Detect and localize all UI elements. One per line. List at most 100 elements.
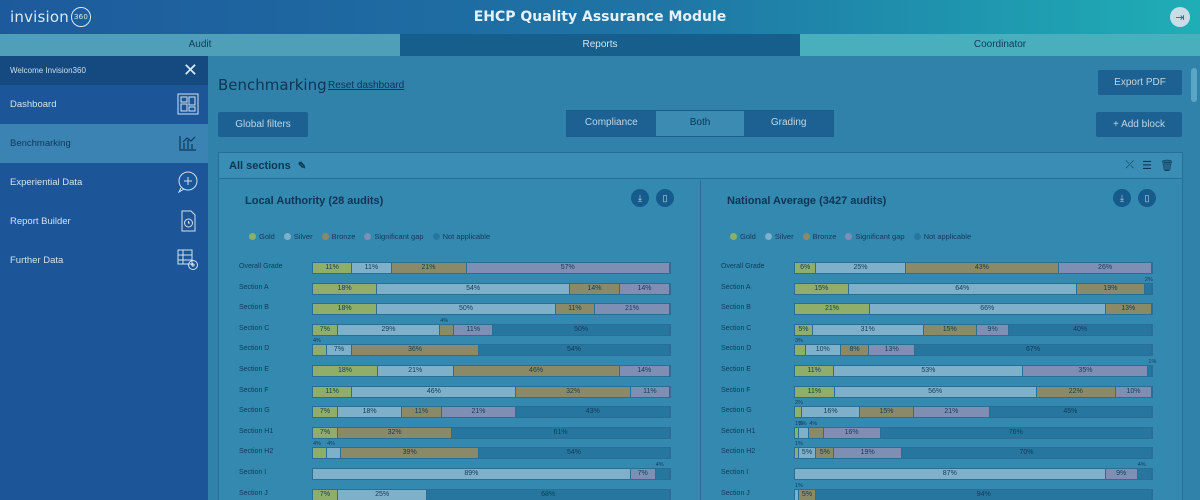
download-icon[interactable]: ⤓: [631, 189, 649, 207]
bar-segment-bronze[interactable]: 46%: [453, 366, 620, 376]
bar-segment-bronze[interactable]: 15%: [923, 324, 978, 335]
bar-segment-bronze[interactable]: 5%: [798, 489, 817, 500]
bar-segment-gold[interactable]: 18%: [313, 283, 378, 294]
sidebar-item-dashboard[interactable]: Dashboard: [0, 85, 208, 124]
bar-segment-gold[interactable]: 1%: [795, 441, 803, 459]
bar-segment-not-applicable[interactable]: 76%: [880, 427, 1152, 438]
bar-segment-not-applicable[interactable]: 67%: [915, 345, 1152, 356]
bar-segment-silver[interactable]: 16%: [802, 407, 860, 418]
bar-segment-gold[interactable]: 4%: [313, 338, 328, 356]
bar-segment-not-applicable[interactable]: 50%: [493, 324, 670, 335]
reset-dashboard-link[interactable]: Reset dashboard: [328, 80, 405, 91]
bar-segment-bronze[interactable]: 13%: [1105, 304, 1152, 315]
bar-segment-bronze[interactable]: 11%: [402, 407, 442, 418]
close-icon[interactable]: ✕: [182, 60, 198, 80]
logout-icon[interactable]: ⇥: [1170, 7, 1190, 27]
toggle-grading[interactable]: Grading: [744, 111, 834, 136]
bar-segment-significant-gap[interactable]: 7%: [630, 469, 656, 479]
bar-segment-not-applicable[interactable]: 94%: [816, 489, 1152, 500]
bar-segment-gold[interactable]: 11%: [795, 366, 835, 376]
bar-segment-gold[interactable]: 1%: [795, 421, 803, 438]
bar-segment-bronze[interactable]: 14%: [570, 283, 620, 294]
bar-segment-silver[interactable]: 1%: [795, 483, 803, 500]
bar-segment-not-applicable[interactable]: 1%: [1148, 359, 1156, 376]
bar-segment-significant-gap[interactable]: 14%: [619, 283, 670, 294]
collapse-icon[interactable]: ⤫: [1125, 159, 1135, 171]
bar-segment-silver[interactable]: 21%: [377, 366, 454, 376]
bar-segment-significant-gap[interactable]: 10%: [1115, 386, 1152, 397]
tab-audit[interactable]: Audit: [0, 34, 400, 56]
bar-segment-bronze[interactable]: 19%: [1077, 283, 1145, 294]
bar-segment-bronze[interactable]: 32%: [337, 427, 453, 438]
bar-segment-bronze[interactable]: 4%: [440, 318, 455, 335]
trash-icon[interactable]: 🗑: [1160, 160, 1174, 172]
bar-segment-silver[interactable]: 4%: [327, 441, 342, 459]
bar-segment-significant-gap[interactable]: 13%: [869, 345, 916, 356]
bar-segment-silver[interactable]: 7%: [327, 345, 352, 356]
bar-segment-gold[interactable]: 7%: [313, 427, 338, 438]
bar-segment-gold[interactable]: 11%: [313, 263, 353, 273]
bar-segment-silver[interactable]: 11%: [352, 263, 392, 273]
invision-logo[interactable]: invision 360: [10, 6, 91, 28]
bar-segment-significant-gap[interactable]: 21%: [913, 407, 990, 418]
bar-segment-gold[interactable]: 21%: [795, 304, 870, 315]
bar-segment-gold[interactable]: 3%: [795, 338, 806, 356]
bar-segment-significant-gap[interactable]: 11%: [630, 386, 670, 397]
bar-segment-silver[interactable]: 46%: [352, 386, 517, 397]
bar-segment-significant-gap[interactable]: 21%: [441, 407, 517, 418]
bar-segment-gold[interactable]: 18%: [313, 304, 378, 315]
add-block-button[interactable]: + Add block: [1096, 112, 1182, 137]
bar-segment-gold[interactable]: 11%: [795, 386, 835, 397]
bar-segment-bronze[interactable]: 4%: [809, 421, 824, 438]
bar-segment-silver[interactable]: 66%: [869, 304, 1106, 315]
bar-segment-significant-gap[interactable]: 16%: [823, 427, 881, 438]
bar-segment-gold[interactable]: 18%: [313, 366, 378, 376]
bar-segment-silver[interactable]: 29%: [337, 324, 441, 335]
bar-segment-not-applicable[interactable]: 68%: [427, 489, 670, 500]
bar-segment-silver[interactable]: 5%: [798, 448, 817, 459]
bar-segment-not-applicable[interactable]: 43%: [516, 407, 670, 418]
bar-segment-silver[interactable]: 64%: [848, 283, 1078, 294]
bar-segment-bronze[interactable]: 8%: [840, 345, 870, 356]
bar-segment-silver[interactable]: 18%: [337, 407, 403, 418]
bar-segment-gold[interactable]: 7%: [313, 407, 338, 418]
bar-segment-gold[interactable]: 5%: [795, 324, 813, 335]
sidebar-item-experiential-data[interactable]: Experiential Data: [0, 163, 208, 202]
bar-segment-significant-gap[interactable]: 26%: [1059, 263, 1152, 273]
sidebar-item-further-data[interactable]: Further Data: [0, 241, 208, 280]
bar-segment-gold[interactable]: 2%: [795, 400, 803, 418]
bar-segment-not-applicable[interactable]: 4%: [655, 462, 670, 479]
bar-segment-not-applicable[interactable]: 4%: [1137, 462, 1152, 479]
bar-segment-not-applicable[interactable]: 54%: [479, 448, 670, 459]
bar-segment-silver[interactable]: 25%: [337, 489, 428, 500]
bar-segment-significant-gap[interactable]: 14%: [619, 366, 670, 376]
bar-segment-not-applicable[interactable]: 61%: [452, 427, 670, 438]
bar-segment-not-applicable[interactable]: 40%: [1009, 324, 1152, 335]
bar-segment-silver[interactable]: 89%: [313, 469, 631, 479]
bar-segment-significant-gap[interactable]: 21%: [595, 304, 670, 315]
bar-segment-silver[interactable]: 3%: [798, 421, 810, 438]
bar-segment-silver[interactable]: 87%: [795, 469, 1106, 479]
bar-segment-silver[interactable]: 54%: [377, 283, 571, 294]
download-icon[interactable]: ⤓: [1113, 189, 1131, 207]
scrollbar-thumb[interactable]: [1191, 68, 1197, 102]
bar-segment-gold[interactable]: 7%: [313, 489, 338, 500]
bar-segment-significant-gap[interactable]: 9%: [1105, 469, 1138, 479]
sliders-icon[interactable]: ☰: [1142, 160, 1153, 172]
bar-segment-silver[interactable]: 31%: [812, 324, 924, 335]
bar-segment-bronze[interactable]: 5%: [816, 448, 835, 459]
bar-segment-significant-gap[interactable]: 57%: [466, 263, 670, 273]
bar-segment-significant-gap[interactable]: 35%: [1023, 366, 1149, 376]
global-filters-button[interactable]: Global filters: [218, 112, 308, 137]
bookmark-icon[interactable]: ▯: [656, 189, 674, 207]
bar-segment-gold[interactable]: 4%: [313, 441, 328, 459]
bookmark-icon[interactable]: ▯: [1138, 189, 1156, 207]
bar-segment-gold[interactable]: 11%: [313, 386, 353, 397]
bar-segment-bronze[interactable]: 32%: [516, 386, 631, 397]
bar-segment-not-applicable[interactable]: 54%: [479, 345, 670, 356]
bar-segment-gold[interactable]: 7%: [313, 324, 338, 335]
bar-segment-significant-gap[interactable]: 11%: [454, 324, 494, 335]
tab-coordinator[interactable]: Coordinator: [800, 34, 1200, 56]
bar-segment-significant-gap[interactable]: 9%: [977, 324, 1010, 335]
bar-segment-bronze[interactable]: 43%: [905, 263, 1060, 273]
